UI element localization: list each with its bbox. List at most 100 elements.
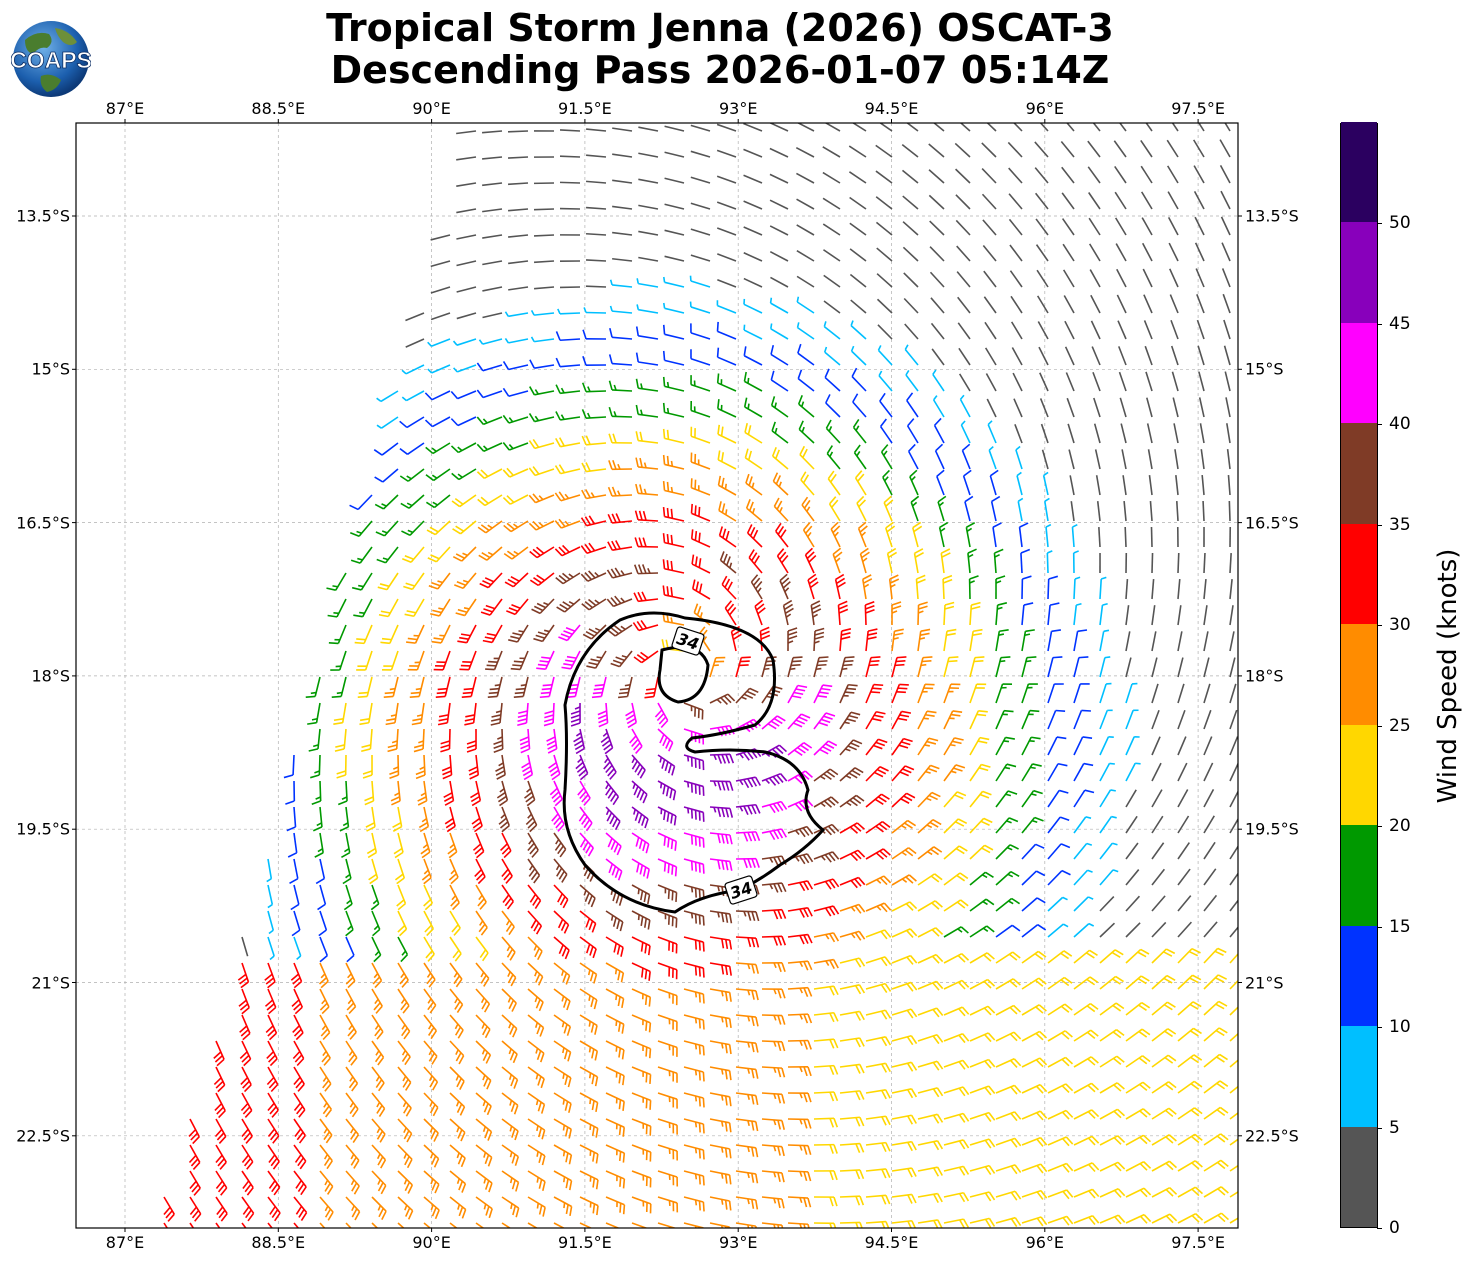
wind-barb — [664, 125, 685, 132]
wind-barb — [1203, 947, 1227, 964]
wind-barb — [719, 551, 737, 574]
wind-barb — [631, 754, 646, 779]
wind-barb — [1042, 471, 1049, 496]
wind-barb — [938, 521, 949, 548]
wind-barb — [683, 1144, 705, 1160]
colorbar-tick-label: 15 — [1389, 916, 1411, 937]
wind-barb — [351, 572, 373, 591]
wind-barb — [290, 962, 303, 989]
wind-barb — [533, 624, 555, 643]
wind-barb — [475, 910, 488, 936]
wind-barb — [1099, 869, 1119, 886]
wind-barb — [683, 910, 705, 926]
wind-barb — [1073, 709, 1091, 730]
wind-barb — [1073, 1056, 1099, 1068]
wind-barb — [559, 129, 581, 132]
wind-barb — [761, 1144, 785, 1157]
wind-barb — [506, 598, 529, 616]
colorbar-tickmark — [1377, 625, 1382, 627]
wind-barb — [1203, 709, 1212, 730]
wind-barb — [769, 225, 789, 236]
wind-barb — [1118, 371, 1127, 392]
wind-barb — [813, 1117, 839, 1128]
wind-barb — [475, 884, 487, 910]
lon-label-bottom: 97.5°E — [1171, 1233, 1225, 1252]
wind-barb — [864, 600, 875, 626]
wind-barb — [1039, 372, 1049, 392]
wind-barb — [479, 572, 503, 589]
wind-barb — [813, 958, 839, 970]
wind-barb — [709, 693, 736, 706]
wind-barb — [580, 515, 607, 527]
wind-barb — [631, 1196, 652, 1214]
wind-barb — [865, 628, 878, 652]
wind-barb — [1009, 244, 1023, 262]
wind-barb — [995, 1111, 1022, 1122]
wind-barb — [387, 728, 399, 753]
wind-barb — [875, 221, 893, 236]
wind-barb — [397, 910, 408, 937]
colorbar-title: Wind Speed (knots) — [1433, 548, 1463, 804]
wind-barb — [345, 1222, 352, 1228]
wind-barb — [293, 1170, 307, 1196]
wind-barb — [554, 491, 581, 502]
wind-barb — [597, 702, 609, 728]
wind-barb — [1062, 243, 1075, 262]
wind-barb — [1117, 346, 1127, 366]
wind-barb — [334, 728, 347, 752]
wind-barb — [644, 676, 659, 699]
wind-barb — [716, 123, 737, 132]
wind-barb — [1047, 1083, 1074, 1094]
wind-barb — [813, 1091, 839, 1102]
wind-barb — [839, 1221, 863, 1228]
wind-barb — [603, 754, 617, 780]
wind-barb — [796, 250, 815, 262]
wind-barb — [1201, 475, 1205, 496]
wind-barb — [343, 884, 353, 911]
wind-barb — [1021, 602, 1034, 626]
wind-barb — [657, 936, 678, 954]
wind-barb — [267, 936, 275, 961]
wind-barb — [657, 832, 677, 851]
wind-barb — [657, 754, 676, 776]
wind-barb — [504, 337, 529, 344]
wind-barb — [1177, 1212, 1204, 1224]
wind-barb — [772, 472, 789, 496]
wind-barb — [1203, 1159, 1229, 1172]
wind-barb — [943, 1139, 970, 1150]
wind-barb — [929, 271, 945, 288]
wind-barb — [1125, 1161, 1152, 1172]
wind-barb — [761, 1170, 785, 1183]
wind-barb — [995, 709, 1014, 730]
wind-barb — [1203, 657, 1210, 678]
wind-barb — [528, 520, 555, 531]
wind-barb — [683, 1014, 705, 1030]
wind-barb — [456, 234, 477, 240]
wind-barb — [423, 936, 435, 962]
lon-label-bottom: 96°E — [1025, 1233, 1065, 1252]
wind-barb — [917, 764, 940, 782]
wind-barb — [743, 174, 763, 184]
wind-barb — [612, 153, 633, 158]
wind-barb — [709, 832, 733, 845]
wind-barb — [371, 988, 383, 1014]
wind-barb — [634, 510, 659, 522]
wind-barb — [1141, 217, 1153, 236]
wind-barb — [635, 404, 659, 418]
wind-barb — [787, 1092, 812, 1103]
wind-barb — [1151, 552, 1154, 574]
wind-barb — [553, 858, 568, 883]
wind-barb — [1220, 190, 1231, 210]
wind-barb — [475, 988, 491, 1013]
wind-barb — [397, 1014, 411, 1040]
wind-barb — [1114, 191, 1127, 210]
wind-barb — [824, 368, 841, 392]
wind-barb — [214, 1118, 227, 1145]
wind-barb — [956, 271, 971, 288]
wind-barb — [787, 1039, 812, 1050]
wind-barb — [931, 348, 945, 366]
wind-barb — [657, 1170, 679, 1187]
wind-barb — [1099, 709, 1113, 730]
wind-barb — [1197, 345, 1205, 366]
wind-barb — [612, 127, 633, 132]
